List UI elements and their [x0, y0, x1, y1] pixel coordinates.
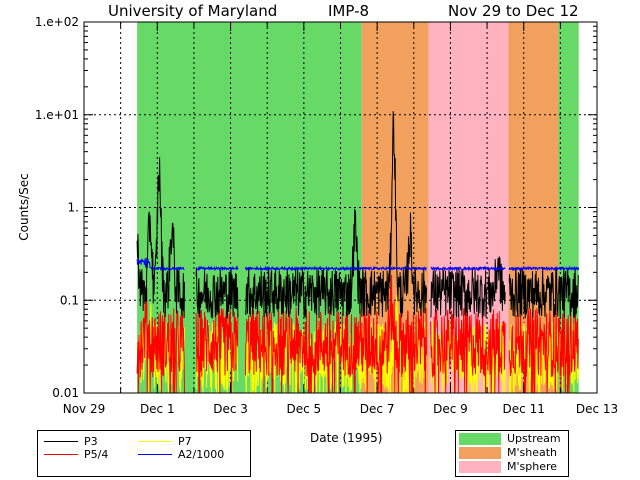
- x-axis-label: Date (1995): [310, 431, 383, 445]
- region-legend: Upstream M'sheath M'sphere: [455, 430, 569, 477]
- legend-swatch-msheath: [459, 446, 501, 459]
- y-tick-label-3: 0.1: [60, 293, 79, 307]
- y-tick-label-4: 0.01: [52, 386, 79, 400]
- y-tick-label-1: 1.e+01: [35, 108, 79, 122]
- legend-label-upstream: Upstream: [507, 432, 561, 445]
- legend-label-msphere: M'sphere: [507, 460, 558, 473]
- legend-label-p5-4: P5/4: [84, 448, 109, 461]
- series-line-p5-4: [136, 274, 580, 394]
- x-tick-label-4: Dec 7: [360, 402, 395, 416]
- x-tick-label-1: Dec 1: [140, 402, 175, 416]
- legend-swatch-upstream: [459, 432, 501, 445]
- chart-title-instrument: IMP-8: [328, 2, 370, 20]
- legend-item-upstream: Upstream: [459, 432, 561, 445]
- y-axis-label: Counts/Sec: [17, 173, 31, 241]
- chart-title-date-range: Nov 29 to Dec 12: [448, 2, 579, 20]
- legend-item-p3: P3: [44, 435, 98, 448]
- y-tick-label-2: 1.: [68, 201, 79, 215]
- chart-title-institution: University of Maryland: [108, 2, 278, 20]
- series-line-p3: [136, 111, 580, 319]
- series-line-a2-1000: [136, 258, 580, 272]
- legend-line-a2: [138, 454, 172, 455]
- legend-line-p3: [44, 441, 78, 442]
- legend-label-p3: P3: [84, 435, 98, 448]
- x-tick-label-5: Dec 9: [433, 402, 468, 416]
- series-legend: P3 P7 P5/4 A2/1000: [37, 430, 251, 477]
- legend-label-p7: P7: [178, 435, 192, 448]
- x-tick-label-7: Dec 13: [576, 402, 618, 416]
- legend-label-msheath: M'sheath: [507, 446, 558, 459]
- x-tick-label-3: Dec 5: [287, 402, 322, 416]
- legend-item-a2: A2/1000: [138, 448, 224, 461]
- legend-item-msheath: M'sheath: [459, 446, 557, 459]
- legend-swatch-msphere: [459, 460, 501, 473]
- legend-line-p5-4: [44, 454, 78, 455]
- legend-item-p7: P7: [138, 435, 192, 448]
- x-tick-label-0: Nov 29: [63, 402, 106, 416]
- x-tick-label-6: Dec 11: [503, 402, 545, 416]
- legend-item-p5-4: P5/4: [44, 448, 108, 461]
- legend-line-p7: [138, 441, 172, 442]
- y-tick-label-0: 1.e+02: [35, 15, 79, 29]
- legend-item-msphere: M'sphere: [459, 460, 557, 473]
- legend-label-a2: A2/1000: [178, 448, 225, 461]
- x-tick-label-2: Dec 3: [213, 402, 248, 416]
